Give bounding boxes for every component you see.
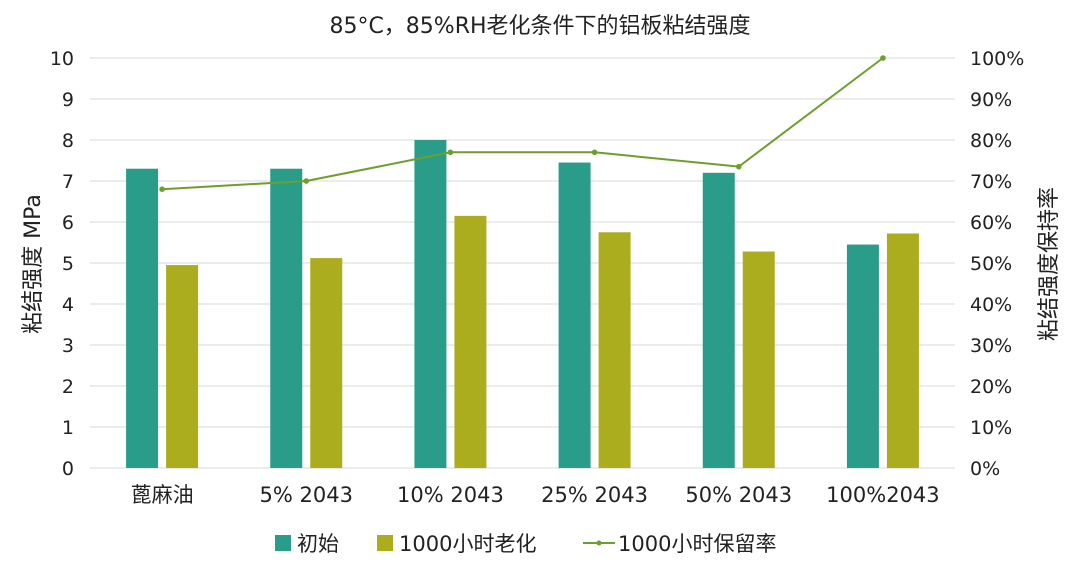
right-tick-label: 100%: [970, 48, 1024, 70]
chart-title: 85°C，85%RH老化条件下的铝板粘结强度: [329, 14, 750, 39]
legend-label-aged: 1000小时老化: [399, 532, 536, 556]
left-tick-label: 5: [62, 253, 74, 275]
right-tick-label: 60%: [970, 212, 1012, 234]
legend: 初始 1000小时老化 1000小时保留率: [275, 532, 776, 556]
right-tick-label: 50%: [970, 253, 1012, 275]
retention-point: [303, 178, 310, 184]
legend-swatch-initial: [275, 535, 291, 551]
retention-point: [159, 186, 165, 192]
retention-polyline: [162, 57, 884, 191]
category-labels: 蓖麻油 5% 2043 10% 2043 25% 2043 50% 2043 100%20…: [131, 483, 940, 507]
bar-initial: [126, 168, 159, 468]
bar-aged: [166, 265, 199, 468]
left-tick-label: 10: [50, 48, 74, 70]
right-tick-label: 90%: [970, 89, 1012, 111]
category-label: 5% 2043: [260, 483, 353, 507]
bar-aged: [886, 233, 919, 468]
bar-initial: [558, 162, 591, 469]
retention-point: [735, 163, 742, 170]
left-tick-label: 4: [62, 294, 74, 316]
category-label: 25% 2043: [541, 483, 648, 507]
left-tick-label: 1: [62, 417, 74, 439]
right-tick-label: 40%: [970, 294, 1012, 316]
bar-aged: [742, 251, 775, 468]
retention-point: [591, 149, 598, 156]
bars: [126, 140, 919, 469]
right-axis-ticks: 0% 10% 20% 30% 40% 50% 60% 70% 80% 90% 100%: [970, 48, 1024, 480]
left-tick-label: 7: [62, 171, 74, 193]
gridlines: [90, 57, 955, 469]
legend-label-retention: 1000小时保留率: [618, 532, 776, 556]
bar-aged: [598, 232, 631, 468]
category-label: 蓖麻油: [131, 483, 194, 507]
retention-point: [447, 149, 454, 156]
bar-initial: [846, 244, 879, 468]
left-tick-label: 0: [62, 458, 74, 480]
left-tick-label: 8: [62, 130, 74, 152]
retention-point: [880, 55, 886, 61]
retention-line: [159, 55, 886, 192]
left-tick-label: 9: [62, 89, 74, 111]
bar-initial: [270, 168, 303, 468]
right-tick-label: 0%: [970, 458, 1000, 480]
bar-initial: [702, 172, 735, 469]
left-tick-label: 3: [62, 335, 74, 357]
category-label: 100%2043: [826, 483, 939, 507]
bar-aged: [310, 258, 343, 468]
left-tick-label: 2: [62, 376, 74, 398]
right-tick-label: 80%: [970, 130, 1012, 152]
right-tick-label: 10%: [970, 417, 1012, 439]
left-tick-label: 6: [62, 212, 74, 234]
bar-aged: [454, 215, 487, 468]
category-label: 10% 2043: [397, 483, 504, 507]
legend-label-initial: 初始: [297, 532, 339, 556]
right-tick-label: 30%: [970, 335, 1012, 357]
right-axis-label: 粘结强度保持率: [1037, 187, 1062, 341]
legend-swatch-aged: [377, 535, 393, 551]
right-tick-label: 70%: [970, 171, 1012, 193]
right-tick-label: 20%: [970, 376, 1012, 398]
legend-marker-retention: [596, 540, 602, 546]
left-axis-label: 粘结强度 MPa: [21, 194, 46, 334]
category-label: 50% 2043: [685, 483, 792, 507]
bar-initial: [414, 140, 447, 468]
left-axis-ticks: 0 1 2 3 4 5 6 7 8 9 10: [50, 48, 74, 480]
